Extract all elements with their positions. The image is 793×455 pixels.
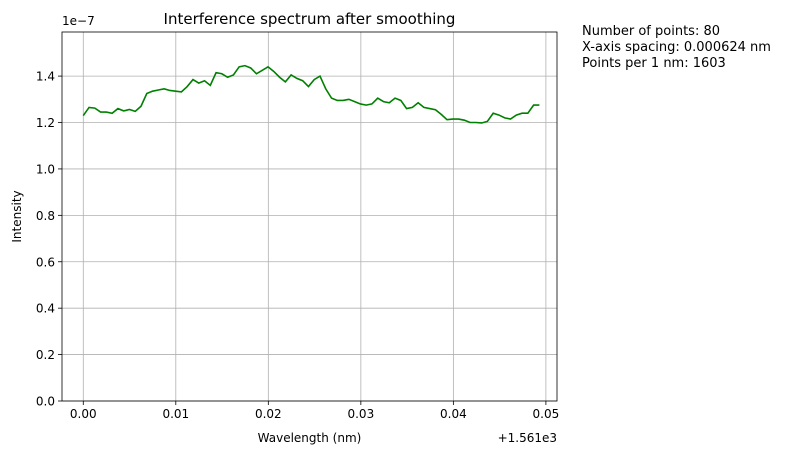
y-tick-label: 0.8 (36, 209, 55, 223)
chart-title: Interference spectrum after smoothing (164, 10, 456, 28)
series-line (82, 64, 540, 124)
y-tick-label: 1.0 (36, 162, 55, 176)
x-tick-label: 0.00 (70, 407, 97, 421)
axes-frame (61, 31, 558, 402)
x-tick-label: 0.03 (347, 407, 374, 421)
y-tick-label: 0.2 (36, 348, 55, 362)
info-points-count: Number of points: 80 (582, 24, 720, 39)
x-tick-label: 0.05 (533, 407, 560, 421)
x-tick-label: 0.04 (440, 407, 467, 421)
y-tick-label: 0.4 (36, 302, 55, 316)
y-axis-label: Intensity (10, 190, 24, 242)
y-scale-label: 1e−7 (62, 14, 95, 28)
x-tick-label: 0.02 (255, 407, 282, 421)
x-axis-label: Wavelength (nm) (258, 431, 362, 445)
info-x-spacing: X-axis spacing: 0.000624 nm (582, 40, 771, 55)
x-offset-label: +1.561e3 (498, 431, 557, 445)
y-tick-label: 1.2 (36, 116, 55, 130)
grid-layer (62, 32, 557, 402)
y-tick-label: 1.4 (36, 70, 55, 84)
info-box: Number of points: 80 X-axis spacing: 0.0… (582, 24, 771, 72)
y-tick-label: 0.0 (36, 395, 55, 409)
y-tick-label: 0.6 (36, 255, 55, 269)
x-tick-label: 0.01 (162, 407, 189, 421)
ticks-layer: 0.00 0.01 0.02 0.03 0.04 0.05 0.0 0.2 0.4 0.6 0.8 1… (36, 70, 559, 421)
info-points-per-nm: Points per 1 nm: 1603 (582, 56, 726, 71)
